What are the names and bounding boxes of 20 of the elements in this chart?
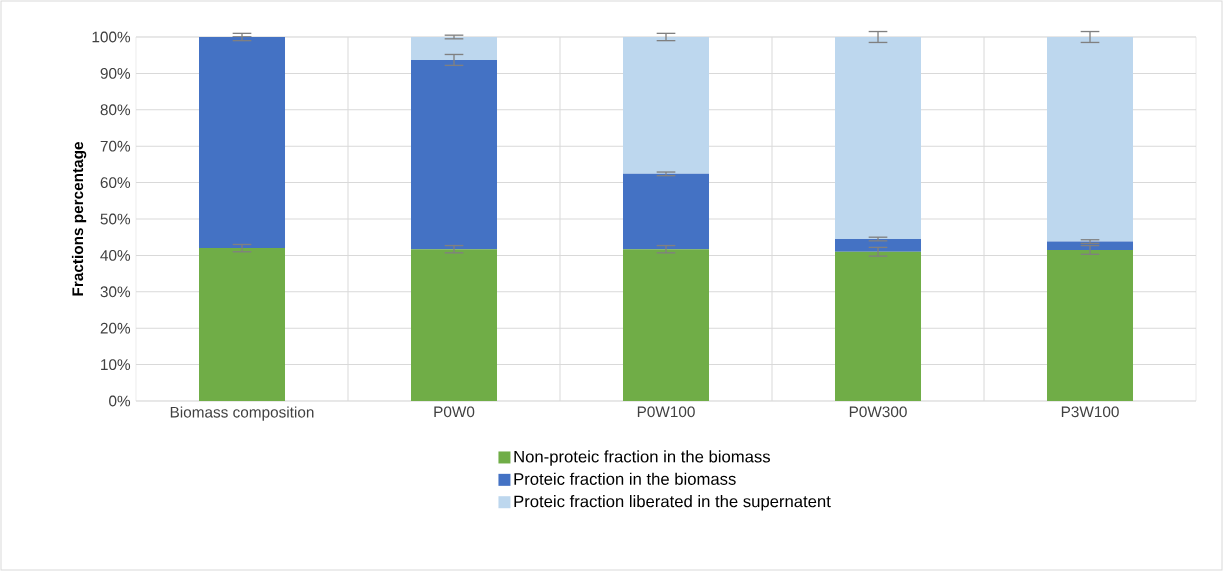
y-axis-title: Fractions percentage xyxy=(71,141,87,296)
y-tick-label: 0% xyxy=(109,395,131,407)
x-tick-label: P0W0 xyxy=(434,406,475,418)
y-tick-label: 100% xyxy=(92,31,131,43)
legend-label: Proteic fraction liberated in the supernatent xyxy=(514,495,831,511)
y-tick-label: 80% xyxy=(100,104,131,116)
y-tick-label: 20% xyxy=(100,322,131,334)
y-tick-label: 50% xyxy=(100,213,131,225)
y-tick-label: 40% xyxy=(100,249,131,261)
x-tick-label: P3W100 xyxy=(1061,406,1119,418)
legend-label: Proteic fraction in the biomass xyxy=(514,472,736,485)
x-tick-label: P0W100 xyxy=(637,406,695,418)
y-tick-label: 70% xyxy=(100,140,131,152)
x-tick-label: Biomass composition xyxy=(170,406,314,421)
legend-label: Non-proteic fraction in the biomass xyxy=(514,450,770,466)
y-tick-label: 60% xyxy=(100,177,131,189)
y-tick-label: 10% xyxy=(101,359,131,371)
x-tick-label: P0W300 xyxy=(849,406,907,418)
y-tick-label: 90% xyxy=(100,67,131,79)
y-tick-label: 30% xyxy=(100,286,131,298)
